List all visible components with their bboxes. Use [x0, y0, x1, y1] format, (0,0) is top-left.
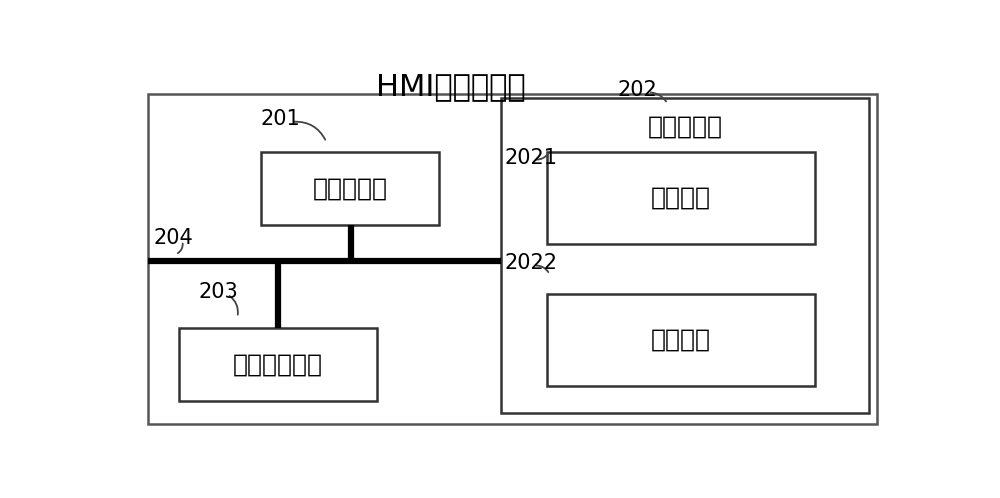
FancyBboxPatch shape — [148, 94, 877, 424]
FancyBboxPatch shape — [501, 98, 869, 412]
FancyBboxPatch shape — [179, 328, 377, 401]
Text: 第一存储器: 第一存储器 — [647, 115, 722, 139]
FancyBboxPatch shape — [547, 294, 815, 385]
Text: 202: 202 — [617, 81, 657, 101]
FancyBboxPatch shape — [547, 152, 815, 244]
Text: 操作系统: 操作系统 — [651, 186, 711, 210]
Text: 201: 201 — [261, 109, 300, 129]
Text: 2022: 2022 — [505, 253, 558, 273]
Text: 第一处理器: 第一处理器 — [312, 176, 387, 200]
Text: 第一通信接口: 第一通信接口 — [233, 353, 323, 376]
Text: 203: 203 — [199, 282, 238, 302]
FancyBboxPatch shape — [261, 152, 439, 225]
Text: 应用程序: 应用程序 — [651, 328, 711, 352]
Text: 204: 204 — [154, 228, 193, 248]
Text: HMI计算机系统: HMI计算机系统 — [376, 72, 525, 101]
Text: 2021: 2021 — [505, 147, 558, 167]
